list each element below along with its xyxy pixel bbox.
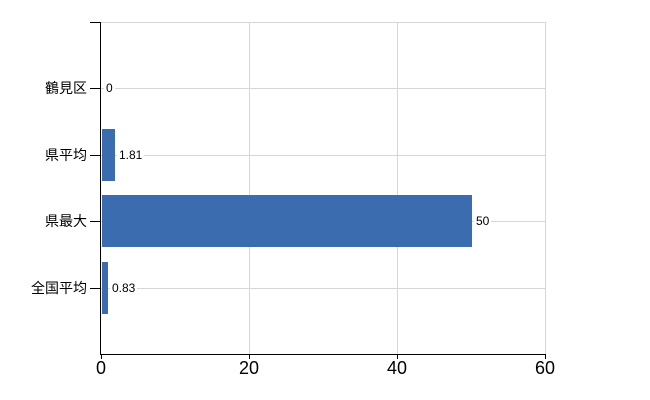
y-axis-end-tick bbox=[90, 22, 100, 23]
x-tick-label: 0 bbox=[95, 358, 106, 378]
y-gridline bbox=[101, 288, 545, 289]
value-label: 0 bbox=[104, 80, 115, 96]
x-gridline bbox=[397, 22, 398, 354]
x-tick-label: 60 bbox=[534, 358, 556, 378]
category-tick bbox=[90, 155, 100, 156]
plot-top-border bbox=[101, 22, 545, 23]
x-axis-line bbox=[100, 354, 546, 355]
category-label: 県平均 bbox=[45, 147, 87, 163]
x-tick-label: 40 bbox=[386, 358, 408, 378]
x-gridline bbox=[249, 22, 250, 354]
x-axis-tick bbox=[545, 355, 546, 359]
category-tick bbox=[90, 221, 100, 222]
value-label: 50 bbox=[474, 213, 492, 229]
x-axis-tick bbox=[397, 355, 398, 359]
y-gridline bbox=[101, 155, 545, 156]
category-tick bbox=[90, 88, 100, 89]
x-axis-tick bbox=[249, 355, 250, 359]
category-label: 全国平均 bbox=[31, 280, 87, 296]
x-axis-tick bbox=[101, 355, 102, 359]
x-tick-label: 20 bbox=[238, 358, 260, 378]
y-axis-line bbox=[100, 22, 101, 355]
category-tick bbox=[90, 288, 100, 289]
category-label: 県最大 bbox=[45, 213, 87, 229]
bar bbox=[102, 262, 108, 314]
category-label: 鶴見区 bbox=[45, 80, 87, 96]
x-gridline bbox=[545, 22, 546, 354]
bar bbox=[102, 195, 472, 247]
y-gridline bbox=[101, 88, 545, 89]
value-label: 1.81 bbox=[117, 147, 145, 163]
bar bbox=[102, 129, 115, 181]
value-label: 0.83 bbox=[110, 280, 138, 296]
